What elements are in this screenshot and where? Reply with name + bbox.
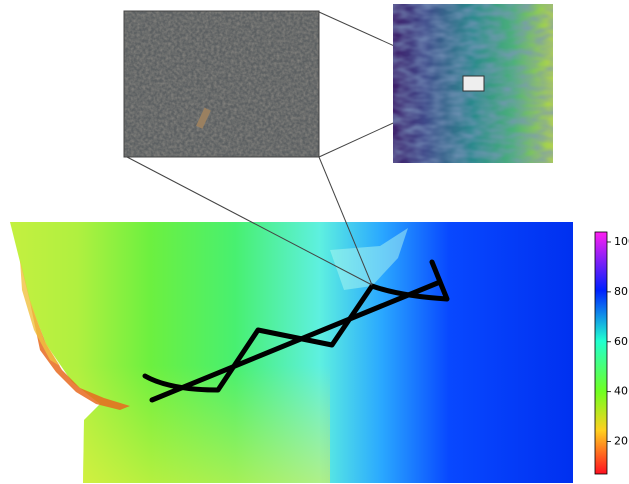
- photo-texture: [124, 11, 319, 157]
- colorbar: [595, 232, 607, 474]
- colorbar-tick-label: 60: [614, 335, 628, 348]
- colorbar-tick-label: 80: [614, 285, 628, 298]
- colorbar-tick-label: 40: [614, 385, 628, 398]
- zoom-box: [463, 76, 484, 91]
- colorbar-tick-label: 100: [614, 235, 629, 248]
- map-shade: [10, 222, 330, 483]
- figure: 20 40 60 80 100: [0, 0, 629, 484]
- colorbar-tick-label: 20: [614, 435, 628, 448]
